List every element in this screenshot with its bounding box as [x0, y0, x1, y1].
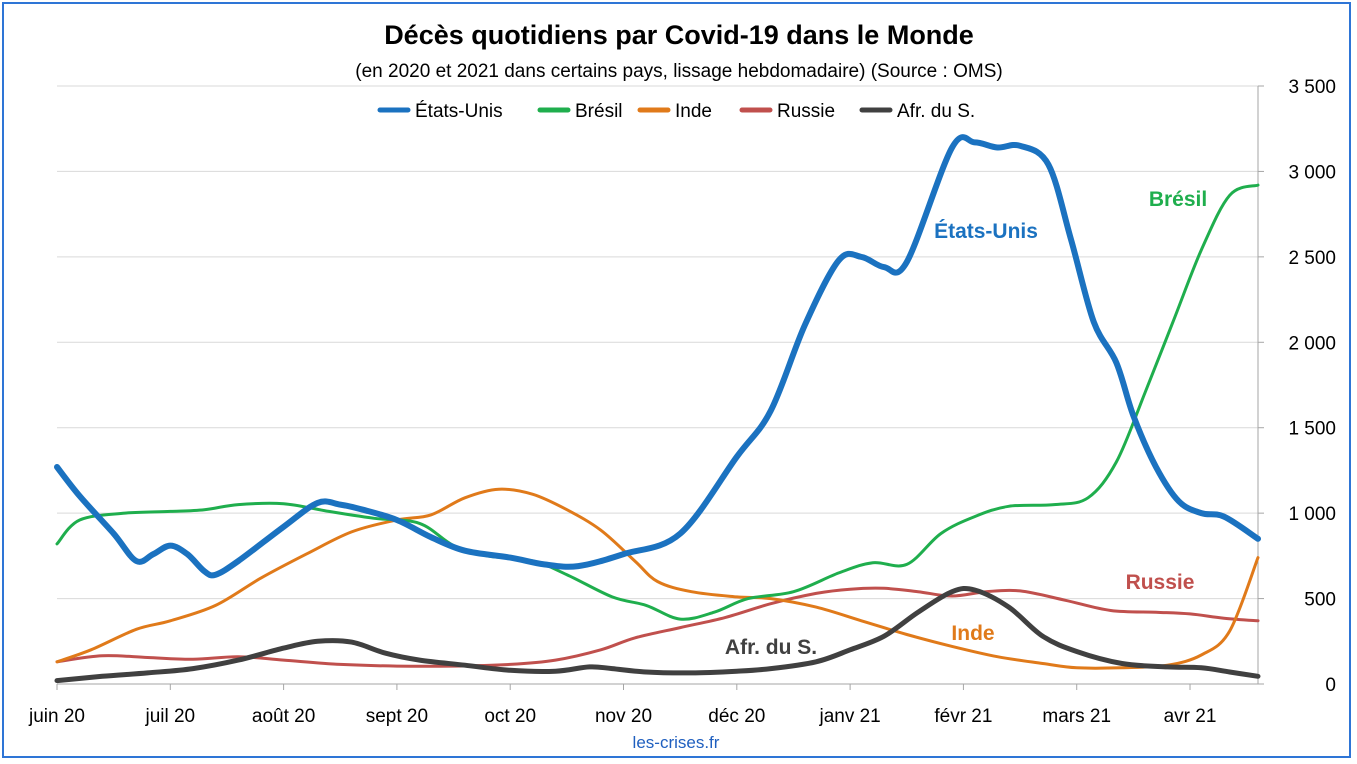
x-tick-label: sept 20	[366, 706, 428, 727]
legend: États-Unis Brésil Inde Russie Afr. du S.	[377, 101, 975, 122]
y-axis: 0 500 1 000 1 500 2 000 2 500 3 000 3 500	[1257, 77, 1336, 696]
series-line-3	[55, 586, 1260, 668]
x-tick-label: avr 21	[1164, 706, 1217, 727]
y-tick-label: 1 000	[1288, 504, 1336, 525]
x-tick-label: janv 21	[818, 706, 880, 727]
x-tick-label: nov 20	[595, 706, 652, 727]
series-annotation: États-Unis	[934, 220, 1038, 243]
series-line-2	[55, 487, 1260, 670]
x-tick-label: févr 21	[934, 706, 992, 727]
series-line-1	[55, 183, 1260, 621]
x-tick-label: oct 20	[484, 706, 536, 727]
y-tick-label: 3 500	[1288, 77, 1336, 98]
y-tick-label: 500	[1304, 590, 1336, 611]
y-tick-label: 2 000	[1288, 333, 1336, 354]
chart-subtitle: (en 2020 et 2021 dans certains pays, lis…	[355, 61, 1002, 82]
x-tick-label: mars 21	[1042, 706, 1111, 727]
y-tick-label: 1 500	[1288, 419, 1336, 440]
series-annotation: Russie	[1126, 571, 1195, 594]
series-annotations: États-Unis Brésil Inde Russie Afr. du S.	[725, 188, 1207, 659]
series-line-4	[54, 585, 1261, 684]
legend-label: Afr. du S.	[897, 101, 975, 122]
x-tick-label: déc 20	[708, 706, 765, 727]
x-tick-label: juil 20	[144, 706, 195, 727]
chart-title: Décès quotidiens par Covid-19 dans le Mo…	[384, 20, 974, 50]
source-note: les-crises.fr	[633, 733, 720, 752]
series-annotation: Inde	[951, 622, 994, 645]
x-tick-label: août 20	[252, 706, 315, 727]
x-tick-label: juin 20	[28, 706, 85, 727]
x-axis: juin 20 juil 20 août 20 sept 20 oct 20 nov 20…	[28, 684, 1216, 727]
series-line-0	[54, 134, 1261, 579]
series-annotation: Brésil	[1149, 188, 1207, 211]
series-lines	[54, 134, 1261, 684]
legend-label: Russie	[777, 101, 835, 122]
y-tick-label: 0	[1325, 675, 1336, 696]
y-tick-label: 3 000	[1288, 162, 1336, 183]
legend-label: Brésil	[575, 101, 623, 122]
y-tick-label: 2 500	[1288, 248, 1336, 269]
series-annotation: Afr. du S.	[725, 636, 817, 659]
legend-label: États-Unis	[415, 101, 503, 122]
legend-label: Inde	[675, 101, 712, 122]
